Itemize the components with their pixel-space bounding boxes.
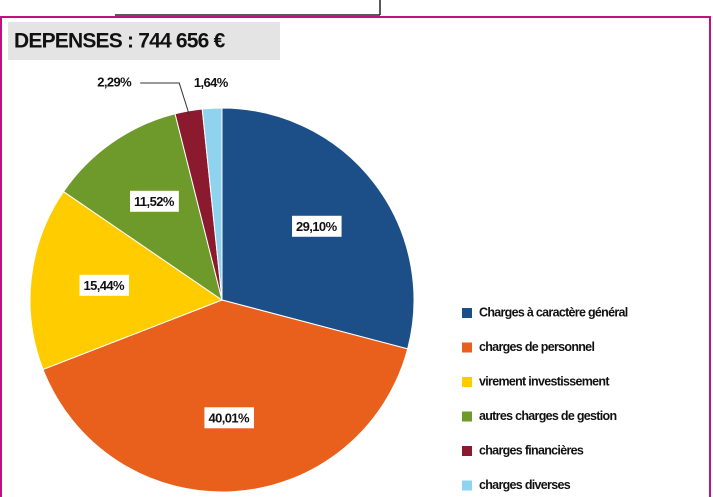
legend-label: charges diverses [479,478,571,492]
legend-label: virement investissement [479,374,610,388]
value-label: 40,01% [208,410,250,425]
value-label-box [79,274,130,296]
labels: 29,10% 40,01% 15,44% 11,52% 2,29% 1,64% [79,74,342,429]
value-label: 15,44% [83,278,125,293]
title-box [8,22,280,60]
legend-label: autres charges de gestion [479,409,616,423]
pie [29,107,415,493]
legend-swatch [462,377,472,387]
legend-label: Charges à caractère général [479,305,628,319]
value-label: 29,10% [296,219,338,234]
value-label-box [130,190,179,212]
legend-swatch [462,446,472,456]
legend-label: charges de personnel [479,340,594,354]
legend-label: charges financières [479,443,584,457]
chart-title: DEPENSES : 744 656 € [14,30,226,53]
leader-line [140,82,190,115]
value-label: 2,29% [97,74,132,89]
value-label: 11,52% [134,194,175,209]
value-label-box [204,407,254,429]
value-label-box [292,215,342,237]
slice [201,107,223,301]
value-label: 1,64% [194,75,229,90]
legend-swatch [462,411,472,422]
legend: Charges à caractère général charges de pe… [462,305,628,492]
slice [42,299,409,493]
legend-swatch [462,480,472,491]
legend-swatch [462,342,472,353]
legend-swatch [462,308,472,318]
